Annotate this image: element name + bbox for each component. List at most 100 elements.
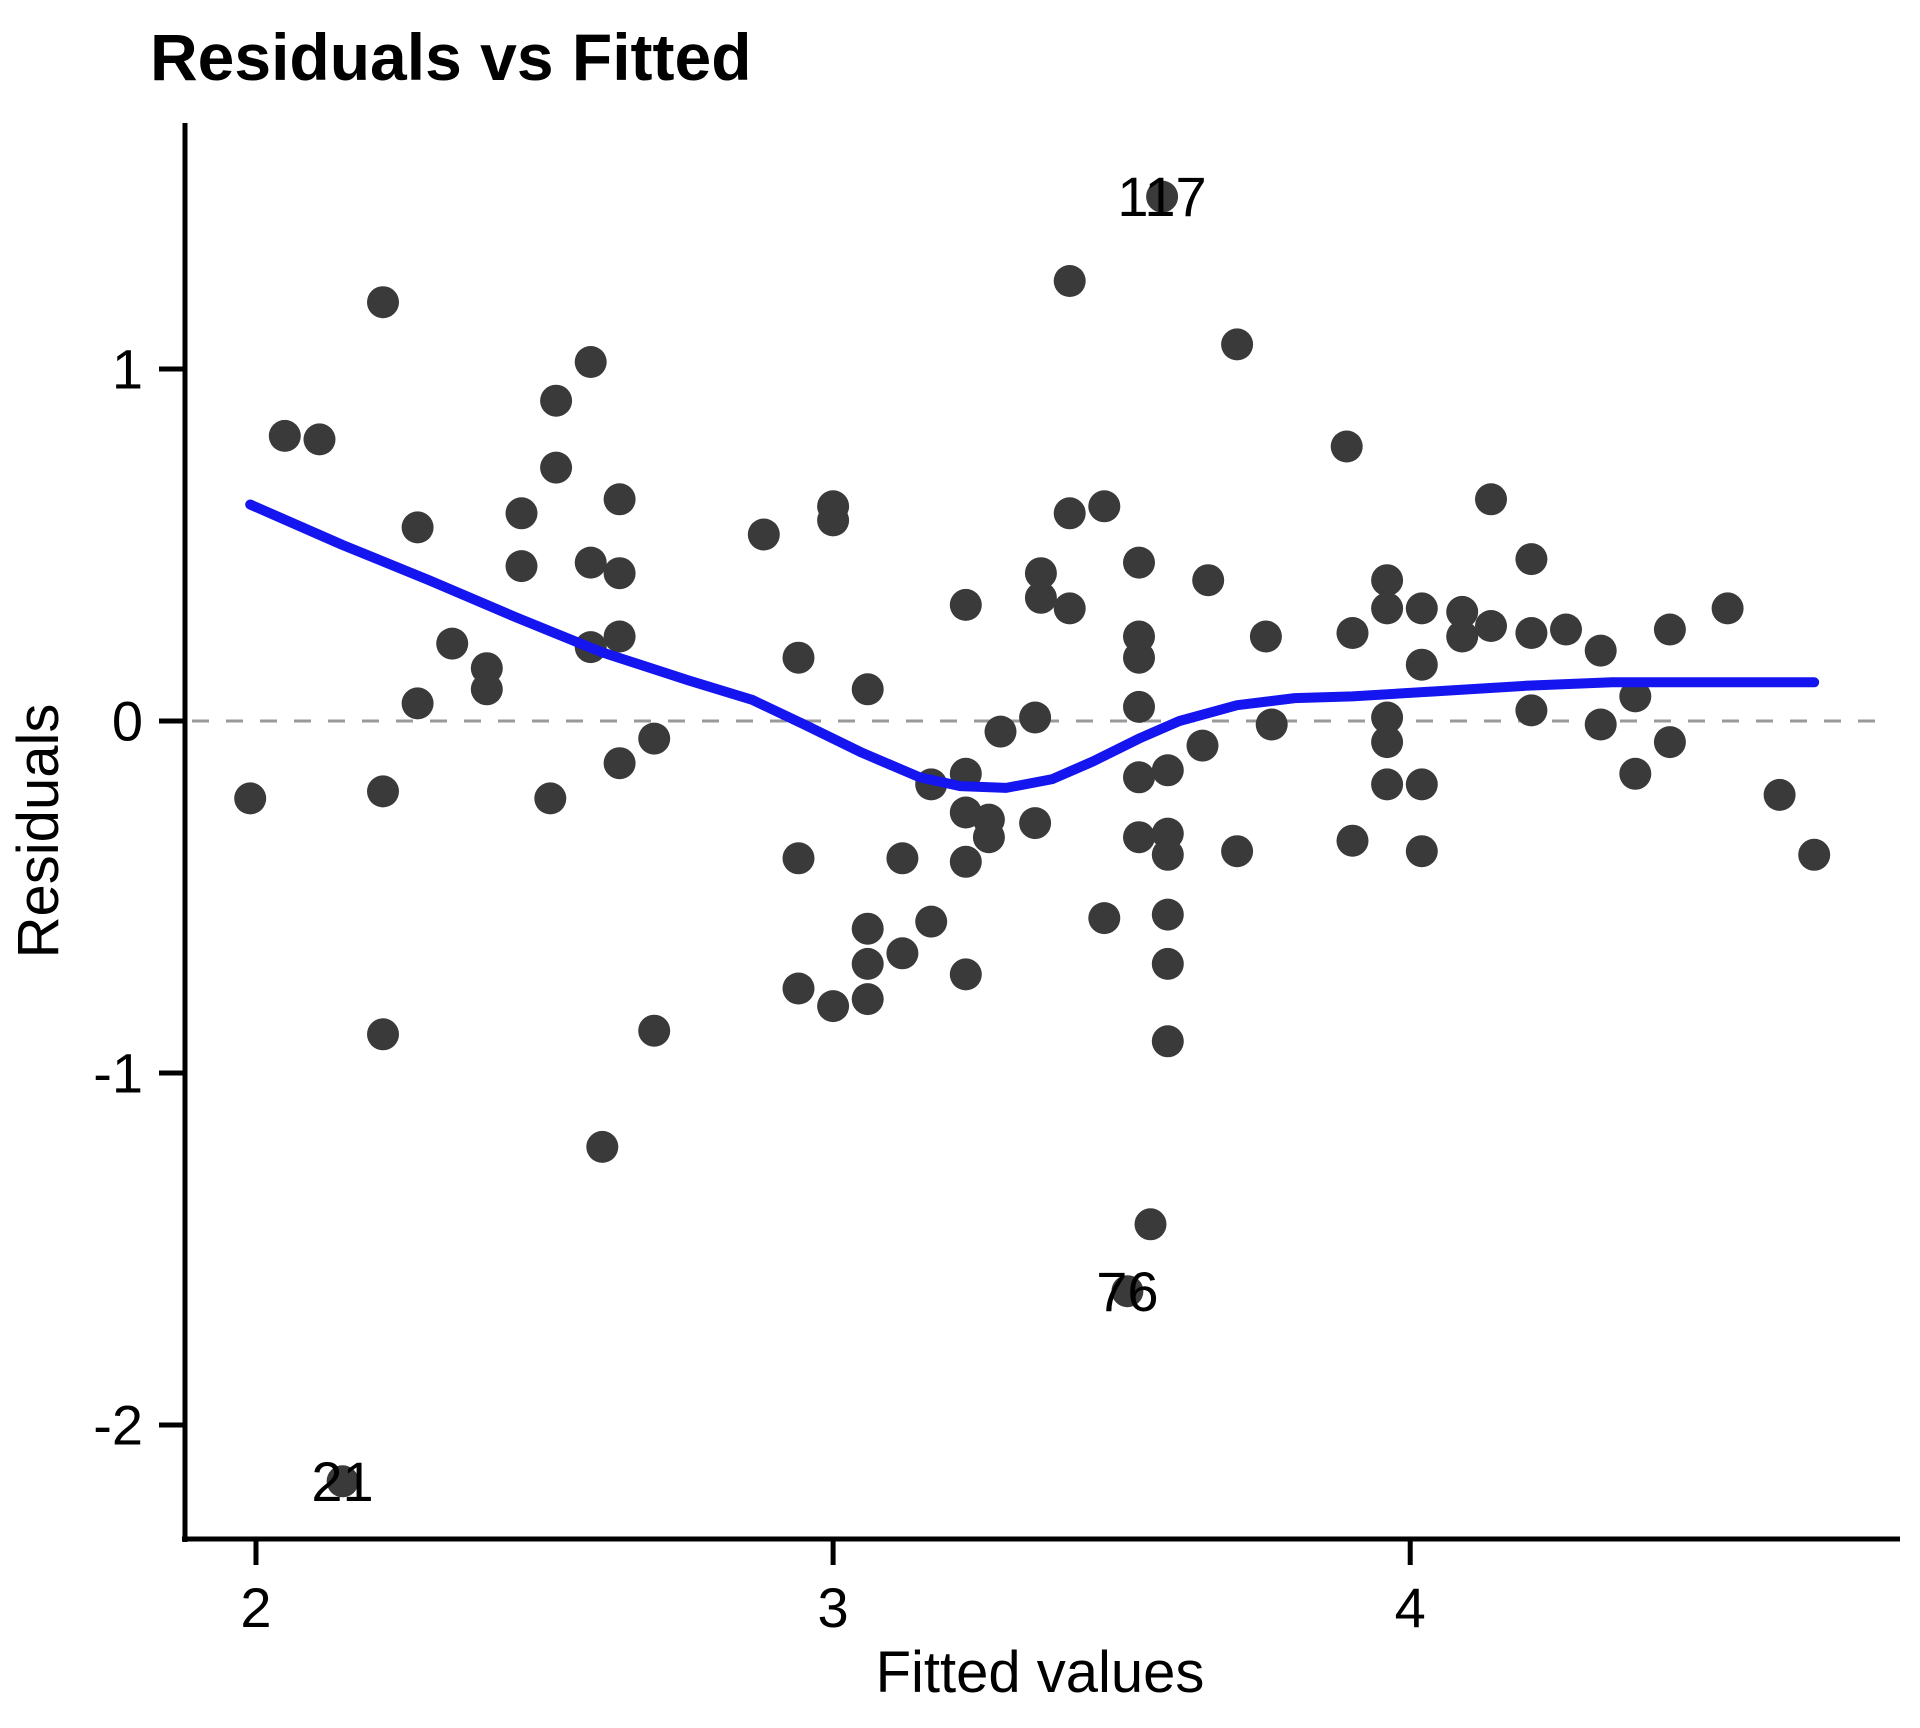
data-point [1475,483,1507,516]
data-point [1249,620,1282,653]
data-point [1123,821,1155,854]
data-point [782,842,815,875]
data-point [603,747,636,780]
data-point [1550,613,1582,646]
data-point [1111,1275,1144,1308]
data-point [886,937,919,970]
data-point [1151,947,1184,980]
data-point [851,673,884,706]
data-point [1024,557,1057,590]
data-point [1336,617,1369,649]
data-point [851,983,884,1016]
data-point [1371,564,1404,597]
x-tick-label: 4 [1395,1576,1426,1639]
data-point [1053,265,1086,297]
data-point [1446,620,1479,653]
data-point [1475,610,1507,642]
data-point [268,419,301,452]
data-point [367,1018,399,1051]
data-point [949,845,982,878]
data-point [1151,838,1184,871]
data-point [782,972,815,1005]
data-point [1019,701,1052,734]
data-point [1405,835,1438,868]
data-point [1515,543,1548,576]
data-point [534,782,567,815]
data-point [817,504,850,537]
outlier-label-21: 21 [311,1450,373,1513]
data-point [817,990,850,1023]
data-point [1123,641,1155,674]
outlier-label-117: 117 [1117,165,1206,228]
data-point [851,912,884,945]
data-point [1619,757,1652,790]
data-point [436,627,469,660]
data-point [603,483,636,516]
data-point [1330,430,1363,463]
outlier-label-76: 76 [1096,1260,1158,1323]
data-point [367,286,399,319]
data-point [603,557,636,590]
data-point [1653,726,1686,759]
data-point [1186,729,1219,762]
data-point [1371,592,1404,625]
data-point [638,1014,671,1047]
data-point [1088,490,1121,523]
data-point [1221,835,1254,868]
data-point [574,546,607,579]
data-point [1134,1208,1167,1241]
data-point [401,687,434,720]
data-point [470,673,503,706]
data-point [1336,824,1369,857]
data-point [1405,592,1438,625]
data-point [505,550,538,583]
y-tick-label: 1 [112,338,143,401]
data-point [234,782,267,815]
data-point [747,518,780,551]
data-point [540,451,573,484]
data-point [540,384,573,417]
data-point [1151,1025,1184,1058]
chart-title: Residuals vs Fitted [150,20,752,94]
data-point [1151,898,1184,931]
data-point [1146,180,1179,213]
data-point [1405,648,1438,681]
y-tick-label: -1 [93,1042,143,1105]
data-point [401,511,434,544]
data-point [1024,581,1057,614]
data-point [1584,708,1617,741]
x-tick-label: 3 [818,1576,849,1639]
data-point [1711,592,1744,625]
data-point [367,775,399,808]
data-point [1653,613,1686,646]
data-point [1221,328,1254,361]
data-point [1763,778,1796,811]
data-point [1371,726,1404,759]
data-point [1405,768,1438,801]
data-point [984,715,1017,748]
data-point [326,1465,359,1498]
data-point [1151,754,1184,787]
data-point [949,958,982,991]
data-point [1515,694,1548,727]
data-point [851,947,884,980]
data-point [1371,701,1404,734]
data-point [574,346,607,378]
y-tick-label: -2 [93,1394,143,1457]
scatter-points [234,180,1831,1498]
data-point [1446,595,1479,628]
data-point [782,641,815,674]
data-point [1088,902,1121,935]
data-point [1619,680,1652,713]
data-point [1053,592,1086,625]
x-axis-title: Fitted values [876,1640,1205,1705]
smooth-line [245,499,1820,793]
data-point [1123,546,1155,579]
data-point [586,1130,619,1163]
data-point [972,821,1005,854]
data-point [603,620,636,653]
data-point [1123,690,1155,723]
data-point [1053,497,1086,530]
